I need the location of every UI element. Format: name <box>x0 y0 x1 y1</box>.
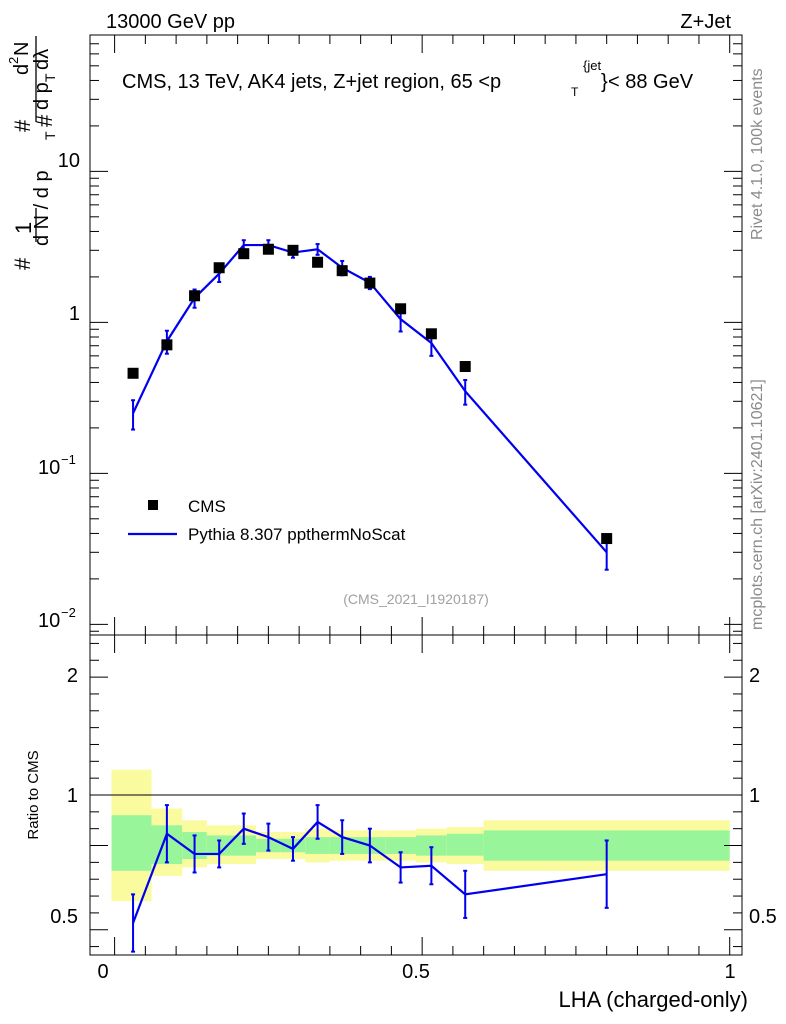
cms-point <box>189 290 201 302</box>
cms-point <box>601 533 613 545</box>
ytick-label-1: 1 <box>69 303 80 325</box>
band-inner <box>446 833 484 856</box>
ratio-y-label: Ratio to CMS <box>25 750 42 839</box>
ylabel-d2N-exp: 2 <box>6 57 21 64</box>
ylabel-dN-dpT: d N / d p <box>31 170 53 246</box>
header-left: 13000 GeV pp <box>106 11 235 33</box>
cms-point <box>262 243 274 255</box>
band-inner <box>111 815 152 871</box>
ratio-ytick-2-right: 2 <box>749 665 760 687</box>
cms-point <box>459 361 471 373</box>
ylabel-T-sub-2: T <box>42 73 58 82</box>
title-main: CMS, 13 TeV, AK4 jets, Z+jet region, 65 … <box>122 71 501 93</box>
ratio-ytick-1-left: 1 <box>67 785 78 807</box>
ratio-line <box>132 820 607 924</box>
rivet-info: Rivet 4.1.0, 100k events <box>749 68 766 240</box>
band-inner <box>231 835 257 856</box>
main-plot-frame <box>89 34 743 636</box>
cms-point <box>213 262 225 274</box>
mcplots-credit: mcplots.cern.ch [arXiv:2401.10621] <box>749 379 766 630</box>
cms-point <box>312 256 324 268</box>
cms-point <box>395 303 407 315</box>
title-sub: T <box>571 85 579 99</box>
legend-pythia-label: Pythia 8.307 ppthermNoScat <box>188 525 406 544</box>
title-tail: < 88 GeV <box>608 71 694 93</box>
ratio-plot-frame <box>89 634 743 956</box>
legend-cms-label: CMS <box>188 497 226 516</box>
header-right: Z+Jet <box>680 11 731 33</box>
ratio-ytick-1-right: 1 <box>749 785 760 807</box>
ylabel-d2N-d: d <box>11 64 33 75</box>
main-plot-panel: 10 1 10 −1 10 −2 # 1 d N / d p T # d 2 N… <box>6 34 743 636</box>
ratio-ticks <box>90 635 742 955</box>
band-inner <box>305 837 330 854</box>
ytick-label-0.01: 10 −2 <box>38 605 76 632</box>
ylabel-dlambda: dλ <box>31 49 53 70</box>
ytick-label-10: 10 <box>58 150 80 172</box>
title-close: } <box>601 71 608 93</box>
legend-cms-marker <box>148 500 158 510</box>
main-x-ticks <box>114 35 731 635</box>
cms-point <box>127 367 139 379</box>
main-y-ticks <box>90 34 742 632</box>
ytick-label-0.01-exp: −2 <box>61 605 76 620</box>
ylabel-dpT: d p <box>31 82 53 110</box>
ratio-uncertainty-bands <box>111 769 730 902</box>
ylabel-hash-1: # <box>10 257 35 270</box>
plot-title: CMS, 13 TeV, AK4 jets, Z+jet region, 65 … <box>122 58 694 99</box>
x-axis-label: LHA (charged-only) <box>558 987 748 1012</box>
ratio-ytick-0.5-left: 0.5 <box>50 906 78 928</box>
ratio-plot-panel: 0.5 1 2 0.5 1 2 Ratio to CMS 0 0.5 1 LHA… <box>25 634 777 1012</box>
cms-point <box>238 248 250 260</box>
ytick-label-0.1-exp: −1 <box>61 452 76 467</box>
cms-point <box>161 339 173 351</box>
band-inner <box>385 837 416 854</box>
ytick-label-0.01-base: 10 <box>38 610 60 632</box>
ylabel-d2N-N: N <box>11 42 33 56</box>
title-sup: {jet <box>583 58 601 73</box>
band-inner <box>416 835 447 856</box>
ylabel-hash-3: # <box>32 114 57 127</box>
ylabel-one: 1 <box>11 222 36 234</box>
cms-point <box>336 265 348 277</box>
ratio-ytick-0.5-right: 0.5 <box>749 906 777 928</box>
legend: CMS Pythia 8.307 ppthermNoScat <box>128 497 406 544</box>
analysis-id: (CMS_2021_I1920187) <box>343 591 489 607</box>
ratio-plot-data <box>131 804 609 953</box>
xtick-label-1: 1 <box>724 961 735 983</box>
ytick-label-0.1-base: 10 <box>38 457 60 479</box>
xtick-label-0: 0 <box>97 961 108 983</box>
cms-point <box>287 244 299 256</box>
ytick-label-0.1: 10 −1 <box>38 452 76 479</box>
main-plot-data <box>127 239 613 571</box>
ratio-ytick-2-left: 2 <box>67 665 78 687</box>
ylabel-hash-2: # <box>10 119 35 132</box>
xtick-label-0.5: 0.5 <box>402 961 430 983</box>
ylabel-T-sub-1: T <box>42 131 58 140</box>
cms-point <box>425 328 437 340</box>
main-y-label: # 1 d N / d p T # d 2 N # d p T dλ <box>6 36 58 270</box>
cms-point <box>364 277 376 289</box>
